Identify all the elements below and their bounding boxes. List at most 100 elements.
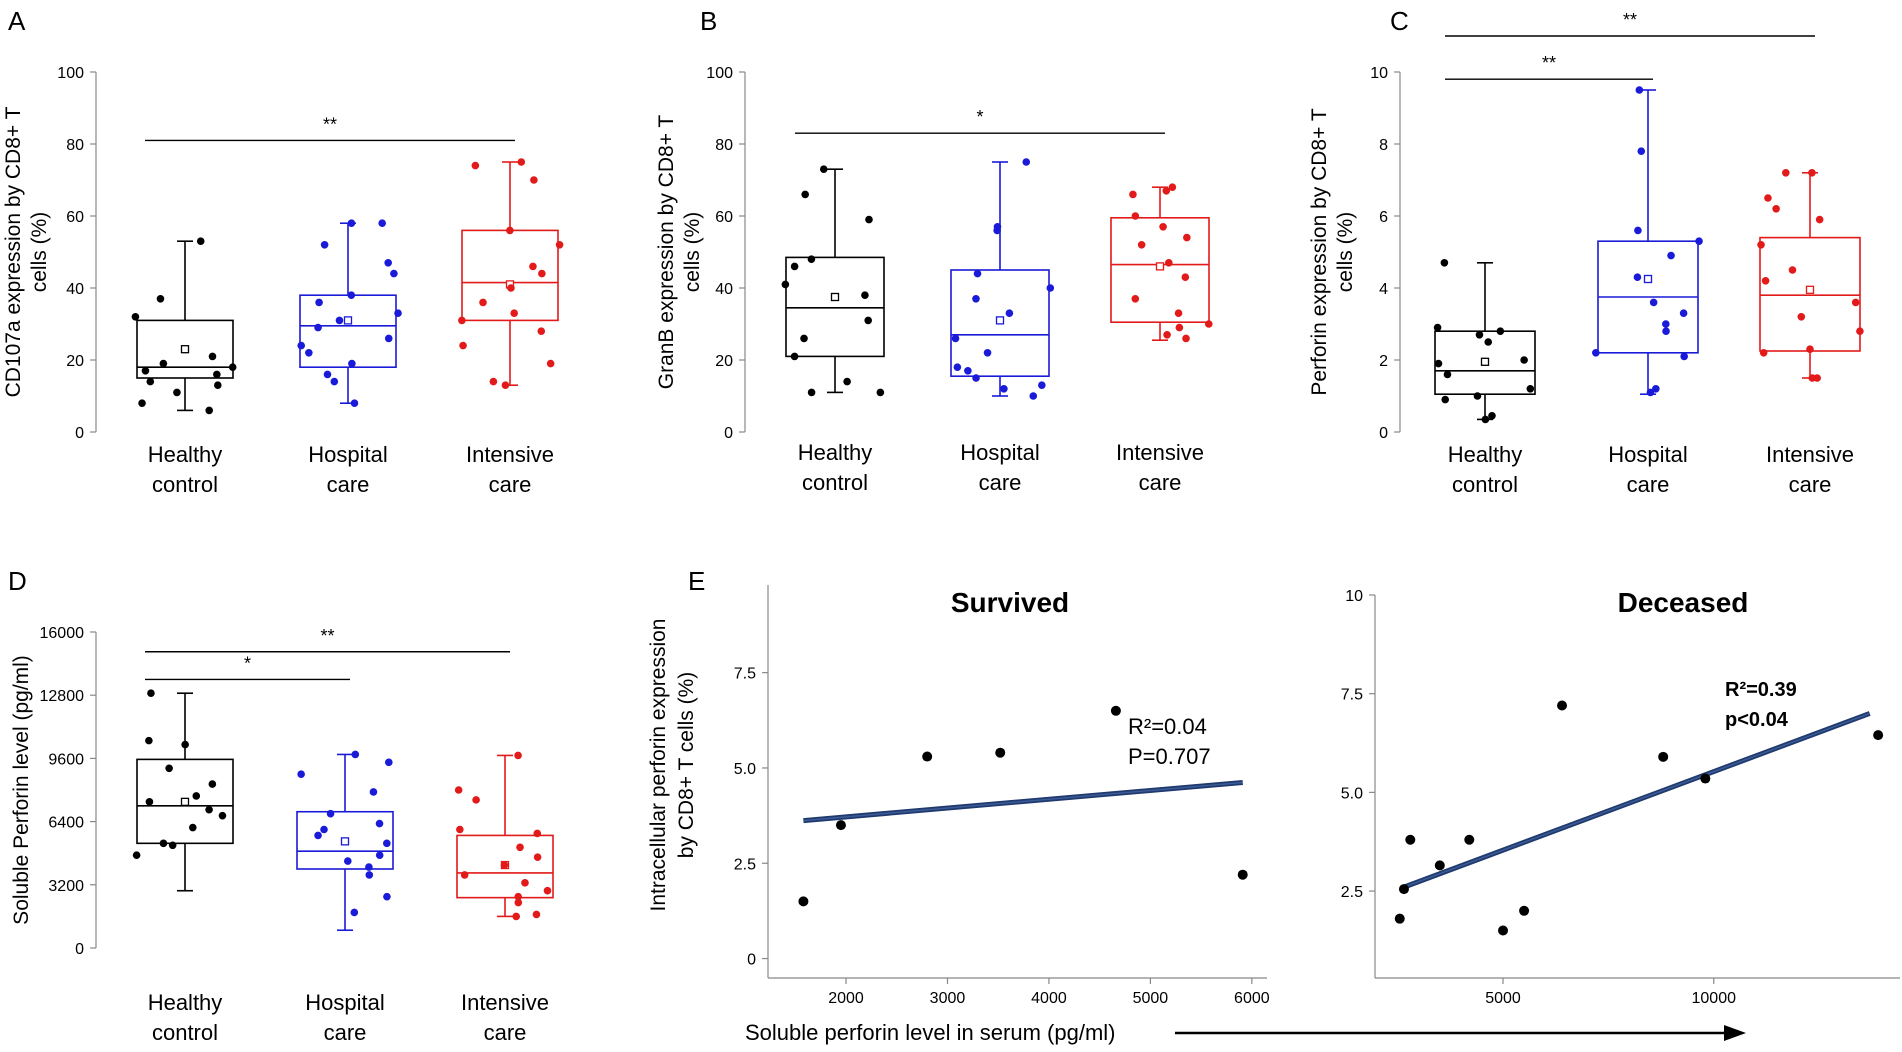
shared-x-axis-label: Soluble perforin level in serum (pg/ml) [745,1020,1746,1045]
data-point [1764,194,1772,202]
y-axis-label-line: GranB expression by CD8+ T [655,115,678,390]
data-point [512,912,521,921]
shared-xlabel: Soluble perforin level in serum (pg/ml) [745,1020,1116,1045]
data-point [1700,773,1711,784]
data-point [1662,320,1670,328]
data-point [188,823,197,832]
data-point [1520,356,1528,364]
category-label: care [484,1020,527,1045]
data-point [350,399,359,408]
y-tick-label: 60 [715,209,733,226]
data-point [1473,392,1482,400]
data-point [1405,834,1416,845]
data-point [951,334,960,343]
y-tick-label: 0 [75,941,84,958]
data-point [801,190,809,199]
category-label: control [802,470,868,495]
mean-marker [995,316,1005,325]
stat-label: R²=0.39 [1725,679,1797,701]
data-point [1005,309,1014,318]
data-point [472,796,480,804]
data-point [1181,273,1190,282]
y-tick-label: 40 [66,281,84,298]
category-label: Intensive [461,990,549,1015]
data-point [351,750,360,759]
data-point [790,262,799,271]
data-point [1667,251,1675,260]
data-point [1808,169,1816,177]
data-point [1394,913,1405,924]
data-point [835,820,846,831]
data-point [335,316,344,325]
data-point [348,359,356,368]
box-iqr [296,810,394,870]
data-point [1757,241,1765,249]
data-point [1110,705,1121,716]
data-point [861,291,869,300]
data-point [1168,183,1177,191]
box-hospital [296,750,394,932]
data-point [326,809,335,818]
data-point [1481,415,1490,424]
category-label: Hospital [1608,442,1687,467]
box-intensive [454,751,554,921]
y-axis-label-line: Perforin expression by CD8+ T [1308,108,1331,395]
panel-letter-c: C [1390,6,1409,36]
data-point [1635,86,1644,94]
data-point [1183,233,1191,242]
box-iqr [456,834,554,899]
box-iqr [136,758,234,845]
data-point [159,839,168,848]
data-point [1137,241,1146,249]
box-control [781,165,885,397]
data-point [1204,320,1213,328]
data-point [196,237,205,245]
data-point [1519,905,1530,916]
data-point [510,309,518,318]
panel-letter-a: A [8,6,26,36]
box-hospital [1592,86,1703,397]
y-tick-label: 80 [715,137,733,154]
data-point [1772,205,1780,213]
data-point [1174,309,1183,318]
box-control [1433,259,1536,424]
y-tick-label: 80 [66,137,84,154]
x-tick-label: 5000 [1485,990,1521,1007]
data-point [506,226,514,235]
x-tick-label: 3000 [930,990,966,1007]
data-point [533,829,542,838]
y-tick-label: 0 [747,952,756,969]
significance-label: ** [1623,10,1637,30]
data-point [800,334,808,343]
stat-label: p<0.04 [1725,709,1789,731]
data-point [390,269,398,278]
category-label: control [152,472,218,497]
x-tick-label: 5000 [1133,990,1169,1007]
category-label: care [1627,472,1670,497]
data-point [1634,226,1642,235]
category-label: Healthy [148,442,223,467]
y-tick-label: 12800 [40,688,85,705]
category-label: Healthy [148,990,223,1015]
data-point [543,886,552,895]
data-point [145,736,153,745]
scatter-survived: 0 2.5 5.0 7.5 2000 3000 4000 5000 6000 Survived In… [647,585,1270,1007]
data-point [1163,331,1171,339]
y-tick-label: 0 [75,425,84,442]
data-point [1557,700,1568,711]
data-point [1652,385,1660,393]
data-point [320,241,329,249]
data-point [1496,327,1505,336]
data-point [1680,352,1688,361]
data-point [1806,345,1814,354]
data-point [532,910,541,919]
data-point [378,219,386,227]
data-point [214,381,222,390]
data-point [459,341,467,350]
data-point [807,388,816,397]
y-tick-label: 5.0 [734,761,756,778]
